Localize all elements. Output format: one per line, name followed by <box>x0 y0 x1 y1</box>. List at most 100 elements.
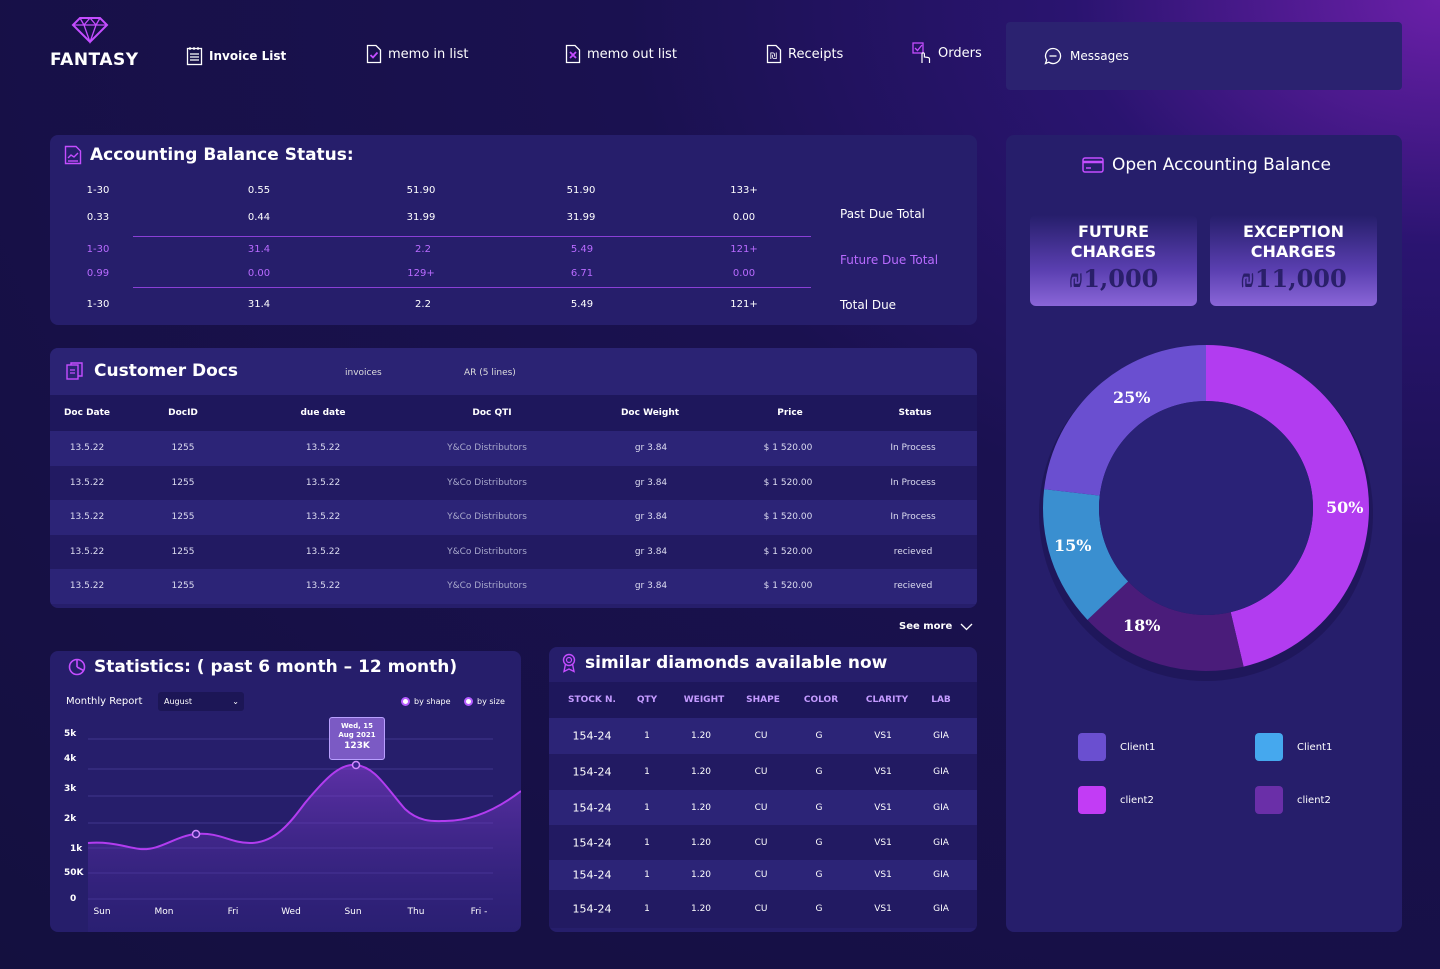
table-cell: Y&Co Distributors <box>447 512 527 523</box>
table-cell: recieved <box>893 546 933 557</box>
nav-memo-out-list[interactable]: memo out list <box>565 44 677 64</box>
table-cell: In Process <box>890 477 936 488</box>
svg-text:₪: ₪ <box>770 52 777 62</box>
nav-label: memo in list <box>388 46 469 62</box>
area-chart <box>87 738 521 932</box>
tab-ar[interactable]: AR (5 lines) <box>464 368 516 378</box>
table-row[interactable]: 154-24 1 1.20 CU G VS1 GIA <box>549 890 977 928</box>
nav-orders[interactable]: Orders <box>912 42 982 64</box>
nav-receipts[interactable]: ₪ Receipts <box>766 44 843 64</box>
x-tick-label: Wed <box>281 907 301 917</box>
table-cell: GIA <box>933 870 949 880</box>
table-row[interactable]: 154-24 1 1.20 CU G VS1 GIA <box>549 754 977 790</box>
table-cell: VS1 <box>874 837 892 848</box>
table-cell: Y&Co Distributors <box>447 443 527 454</box>
orders-icon <box>912 42 931 63</box>
table-cell: G <box>815 870 823 880</box>
table-cell: 1 <box>644 802 650 813</box>
table-row[interactable]: 13.5.22 1255 13.5.22 Y&Co Distributors gr 3.… <box>50 431 977 466</box>
table-cell: 154-24 <box>572 868 612 882</box>
donut-slice[interactable] <box>1087 581 1244 671</box>
donut-slice[interactable] <box>1044 345 1206 496</box>
customer-docs-header: Customer Docs invoices AR (5 lines) <box>50 348 977 395</box>
column-header: CLARITY <box>865 695 909 705</box>
nav-invoice-list[interactable]: Invoice List <box>186 46 286 66</box>
table-row[interactable]: 154-24 1 1.20 CU G VS1 GIA <box>549 718 977 754</box>
table-cell: CU <box>754 904 768 914</box>
brand-logo[interactable]: FANTASY <box>50 16 139 70</box>
x-tick-label: Sun <box>344 907 362 917</box>
table-cell: $ 1 520.00 <box>763 581 813 592</box>
table-cell: GIA <box>933 767 949 777</box>
chat-icon <box>1044 47 1062 65</box>
donut-slice[interactable] <box>1043 489 1129 620</box>
nav-label: memo out list <box>587 46 677 62</box>
future-charges-card[interactable]: FUTURE CHARGES ₪1,000 <box>1030 215 1197 306</box>
column-header: LAB <box>931 695 951 705</box>
table-cell: In Process <box>890 443 936 454</box>
table-cell: 1255 <box>171 443 195 454</box>
diamond-icon <box>71 17 109 44</box>
past-due-total-label: Past Due Total <box>840 207 925 221</box>
donut-slice[interactable] <box>1206 345 1369 667</box>
table-cell: gr 3.84 <box>634 512 668 523</box>
donut-label-25: 25% <box>1113 388 1151 407</box>
similar-diamonds-panel: similar diamonds available now STOCK N. … <box>549 647 977 932</box>
table-cell: G <box>815 837 823 848</box>
table-cell: 154-24 <box>572 765 612 779</box>
table-cell: GIA <box>933 837 949 848</box>
pie-chart-icon <box>68 658 86 676</box>
legend-item: Client1 <box>1255 733 1332 761</box>
table-row[interactable]: 13.5.22 1255 13.5.22 Y&Co Distributors gr 3.… <box>50 465 977 500</box>
y-tick-label: 2k <box>64 814 77 824</box>
table-cell: 1.20 <box>690 767 712 777</box>
brand-name: FANTASY <box>50 50 139 70</box>
table-row[interactable]: 13.5.22 1255 13.5.22 Y&Co Distributors gr 3.… <box>50 534 977 569</box>
table-cell: G <box>815 731 823 741</box>
see-more-button[interactable]: See more <box>899 621 973 632</box>
table-row[interactable]: 13.5.22 1255 13.5.22 Y&Co Distributors gr 3.… <box>50 569 977 604</box>
table-row[interactable]: 13.5.22 1255 13.5.22 Y&Co Distributors gr 3.… <box>50 500 977 535</box>
table-cell: Y&Co Distributors <box>447 477 527 488</box>
data-point[interactable] <box>351 760 361 770</box>
donut-hole <box>1099 401 1313 615</box>
x-tick-label: Fri - <box>470 907 488 917</box>
table-cell: Y&Co Distributors <box>447 546 527 557</box>
by-size-radio[interactable]: by size <box>464 697 505 706</box>
column-header: Doc Date <box>63 408 111 418</box>
table-cell: 1 <box>644 837 650 848</box>
table-cell: 1255 <box>171 477 195 488</box>
table-cell: gr 3.84 <box>634 581 668 592</box>
open-balance-title: Open Accounting Balance <box>1082 155 1331 175</box>
statistics-title: Statistics: ( past 6 month – 12 month) <box>68 657 457 677</box>
monthly-report-label: Monthly Report <box>66 696 143 707</box>
table-cell: VS1 <box>874 802 892 813</box>
table-cell: CU <box>754 870 768 880</box>
table-cell: gr 3.84 <box>634 477 668 488</box>
table-cell: 13.5.22 <box>305 477 341 488</box>
nav-memo-in-list[interactable]: memo in list <box>366 44 469 64</box>
by-shape-radio[interactable]: by shape <box>401 697 451 706</box>
column-header: Doc Weight <box>620 408 680 418</box>
x-tick-label: Thu <box>407 907 425 917</box>
divider <box>133 236 811 237</box>
month-select[interactable]: August ⌄ <box>158 692 244 711</box>
table-cell: 1 <box>644 904 650 914</box>
table-cell: 1255 <box>171 546 195 557</box>
table-cell: 154-24 <box>572 902 612 916</box>
exception-charges-card[interactable]: EXCEPTION CHARGES ₪11,000 <box>1210 215 1377 306</box>
legend-swatch <box>1078 786 1106 814</box>
table-row[interactable]: 154-24 1 1.20 CU G VS1 GIA <box>549 825 977 860</box>
table-cell: GIA <box>933 904 949 914</box>
data-point[interactable] <box>191 829 201 839</box>
statistics-panel: Statistics: ( past 6 month – 12 month) M… <box>50 651 521 932</box>
table-cell: 1 <box>644 731 650 741</box>
table-cell: 13.5.22 <box>69 512 105 523</box>
legend-item: Client1 <box>1078 733 1155 761</box>
table-row[interactable]: 154-24 1 1.20 CU G VS1 GIA <box>549 790 977 825</box>
table-cell: 13.5.22 <box>305 581 341 592</box>
messages-button[interactable]: Messages <box>1006 22 1402 90</box>
tab-invoices[interactable]: invoices <box>345 368 382 378</box>
table-row[interactable]: 154-24 1 1.20 CU G VS1 GIA <box>549 860 977 890</box>
table-cell: 13.5.22 <box>69 443 105 454</box>
